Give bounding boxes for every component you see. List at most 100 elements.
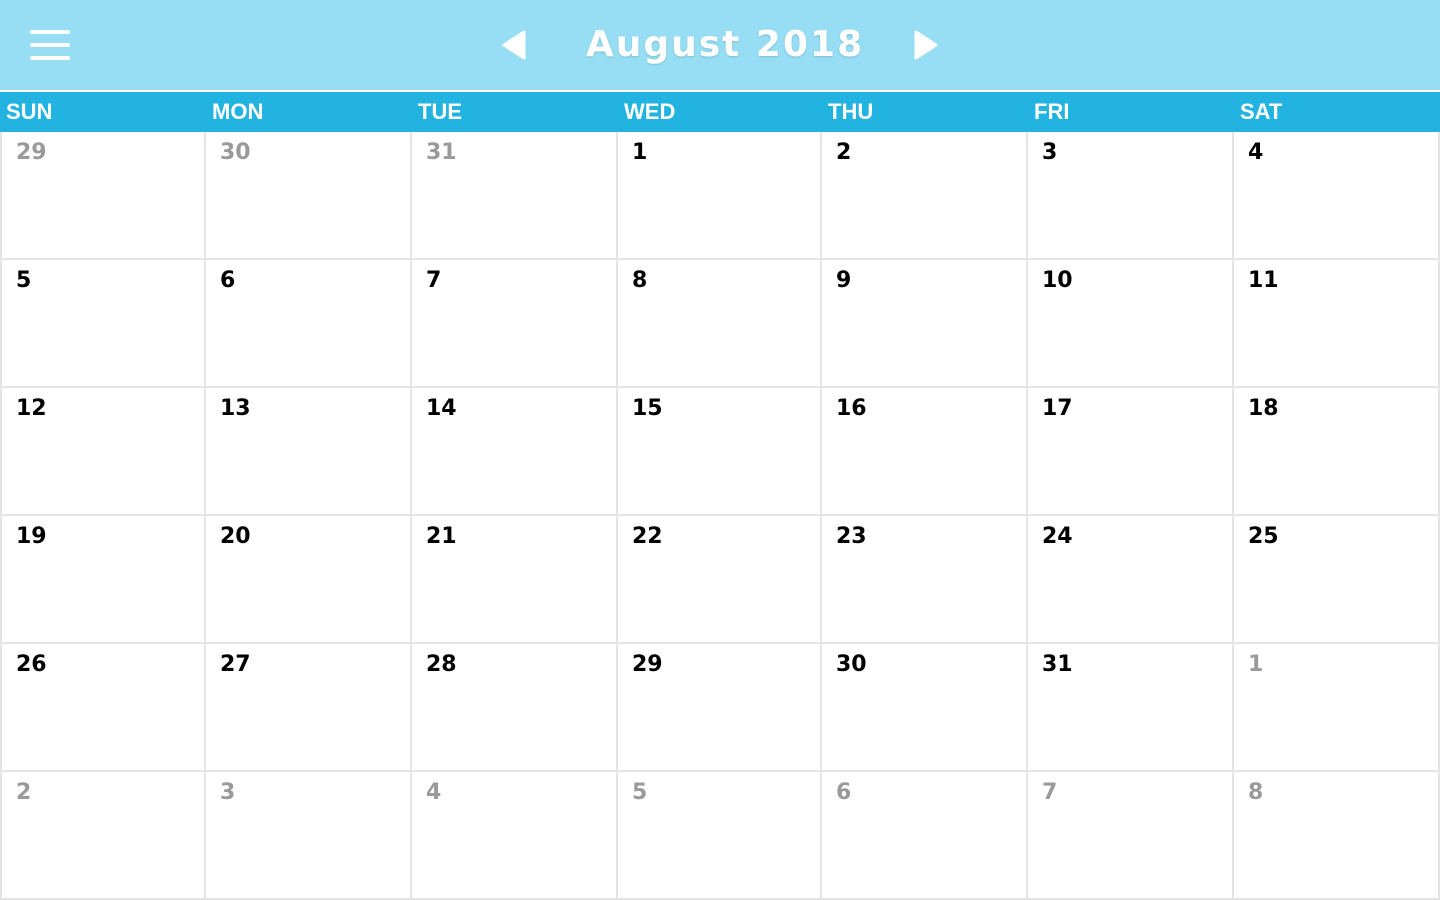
day-number: 29 bbox=[632, 652, 663, 677]
day-number: 2 bbox=[16, 780, 32, 805]
calendar-grid: 29 30 31 1 2 3 4 5 6 7 8 9 10 11 12 13 14 15 16 17 18 19 20 21 2… bbox=[0, 132, 1440, 900]
day-number: 7 bbox=[426, 268, 442, 293]
day-cell[interactable]: 7 bbox=[412, 260, 618, 388]
day-number: 22 bbox=[632, 524, 663, 549]
day-number: 25 bbox=[1248, 524, 1279, 549]
day-cell[interactable]: 14 bbox=[412, 388, 618, 516]
day-number: 16 bbox=[836, 396, 867, 421]
day-number: 28 bbox=[426, 652, 457, 677]
day-cell[interactable]: 8 bbox=[618, 260, 822, 388]
day-cell[interactable]: 31 bbox=[1028, 644, 1234, 772]
day-number: 31 bbox=[1042, 652, 1073, 677]
day-cell[interactable]: 11 bbox=[1234, 260, 1440, 388]
menu-bar bbox=[30, 43, 70, 47]
day-cell[interactable]: 22 bbox=[618, 516, 822, 644]
day-number: 4 bbox=[426, 780, 442, 805]
menu-bar bbox=[30, 30, 70, 34]
left-triangle-icon bbox=[502, 30, 526, 60]
day-number: 8 bbox=[632, 268, 648, 293]
weekday-label-tue: TUE bbox=[418, 99, 462, 124]
day-number: 10 bbox=[1042, 268, 1073, 293]
weekday-label-wed: WED bbox=[624, 99, 676, 124]
day-cell-other-month[interactable]: 29 bbox=[0, 132, 206, 260]
day-cell-other-month[interactable]: 30 bbox=[206, 132, 412, 260]
previous-month-button[interactable] bbox=[496, 28, 532, 62]
day-number: 12 bbox=[16, 396, 47, 421]
day-cell-other-month[interactable]: 31 bbox=[412, 132, 618, 260]
day-cell[interactable]: 24 bbox=[1028, 516, 1234, 644]
day-cell[interactable]: 10 bbox=[1028, 260, 1234, 388]
day-number: 30 bbox=[836, 652, 867, 677]
day-cell[interactable]: 19 bbox=[0, 516, 206, 644]
hamburger-menu-icon[interactable] bbox=[24, 24, 76, 68]
day-number: 1 bbox=[1248, 652, 1264, 677]
day-cell[interactable]: 4 bbox=[1234, 132, 1440, 260]
day-cell[interactable]: 26 bbox=[0, 644, 206, 772]
day-number: 18 bbox=[1248, 396, 1279, 421]
day-cell[interactable]: 13 bbox=[206, 388, 412, 516]
day-cell[interactable]: 15 bbox=[618, 388, 822, 516]
day-cell[interactable]: 1 bbox=[618, 132, 822, 260]
day-cell[interactable]: 20 bbox=[206, 516, 412, 644]
day-cell[interactable]: 3 bbox=[1028, 132, 1234, 260]
weekday-label-thu: THU bbox=[828, 99, 874, 124]
day-number: 23 bbox=[836, 524, 867, 549]
day-cell-other-month[interactable]: 6 bbox=[822, 772, 1028, 900]
day-cell-other-month[interactable]: 7 bbox=[1028, 772, 1234, 900]
day-number: 6 bbox=[220, 268, 236, 293]
day-number: 24 bbox=[1042, 524, 1073, 549]
day-cell[interactable]: 25 bbox=[1234, 516, 1440, 644]
day-number: 21 bbox=[426, 524, 457, 549]
day-number: 3 bbox=[220, 780, 236, 805]
day-number: 4 bbox=[1248, 140, 1264, 165]
menu-bar bbox=[30, 56, 70, 60]
day-number: 20 bbox=[220, 524, 251, 549]
day-cell-other-month[interactable]: 3 bbox=[206, 772, 412, 900]
day-cell-other-month[interactable]: 2 bbox=[0, 772, 206, 900]
day-number: 6 bbox=[836, 780, 852, 805]
day-cell[interactable]: 5 bbox=[0, 260, 206, 388]
day-number: 19 bbox=[16, 524, 47, 549]
day-number: 14 bbox=[426, 396, 457, 421]
day-cell-other-month[interactable]: 1 bbox=[1234, 644, 1440, 772]
day-number: 31 bbox=[426, 140, 457, 165]
day-cell[interactable]: 28 bbox=[412, 644, 618, 772]
day-number: 2 bbox=[836, 140, 852, 165]
weekday-label-fri: FRI bbox=[1034, 99, 1070, 124]
day-number: 17 bbox=[1042, 396, 1073, 421]
day-number: 7 bbox=[1042, 780, 1058, 805]
day-number: 26 bbox=[16, 652, 47, 677]
weekday-label-mon: MON bbox=[212, 99, 264, 124]
weekday-header-row: SUN MON TUE WED THU FRI SAT bbox=[0, 92, 1440, 132]
day-number: 11 bbox=[1248, 268, 1279, 293]
weekday-label-sun: SUN bbox=[6, 99, 53, 124]
day-number: 5 bbox=[632, 780, 648, 805]
weekday-label-sat: SAT bbox=[1240, 99, 1283, 124]
day-cell[interactable]: 2 bbox=[822, 132, 1028, 260]
day-cell[interactable]: 30 bbox=[822, 644, 1028, 772]
day-cell[interactable]: 6 bbox=[206, 260, 412, 388]
day-number: 30 bbox=[220, 140, 251, 165]
day-number: 3 bbox=[1042, 140, 1058, 165]
day-cell[interactable]: 17 bbox=[1028, 388, 1234, 516]
day-number: 9 bbox=[836, 268, 852, 293]
day-cell-other-month[interactable]: 5 bbox=[618, 772, 822, 900]
day-number: 29 bbox=[16, 140, 47, 165]
day-cell[interactable]: 29 bbox=[618, 644, 822, 772]
day-number: 15 bbox=[632, 396, 663, 421]
day-cell[interactable]: 23 bbox=[822, 516, 1028, 644]
month-title: August 2018 bbox=[585, 24, 865, 65]
next-month-button[interactable] bbox=[908, 28, 944, 62]
day-number: 8 bbox=[1248, 780, 1264, 805]
day-cell[interactable]: 27 bbox=[206, 644, 412, 772]
day-cell[interactable]: 12 bbox=[0, 388, 206, 516]
day-cell[interactable]: 9 bbox=[822, 260, 1028, 388]
day-cell[interactable]: 18 bbox=[1234, 388, 1440, 516]
day-cell-other-month[interactable]: 4 bbox=[412, 772, 618, 900]
day-number: 13 bbox=[220, 396, 251, 421]
day-cell-other-month[interactable]: 8 bbox=[1234, 772, 1440, 900]
day-number: 1 bbox=[632, 140, 648, 165]
day-cell[interactable]: 21 bbox=[412, 516, 618, 644]
day-cell[interactable]: 16 bbox=[822, 388, 1028, 516]
